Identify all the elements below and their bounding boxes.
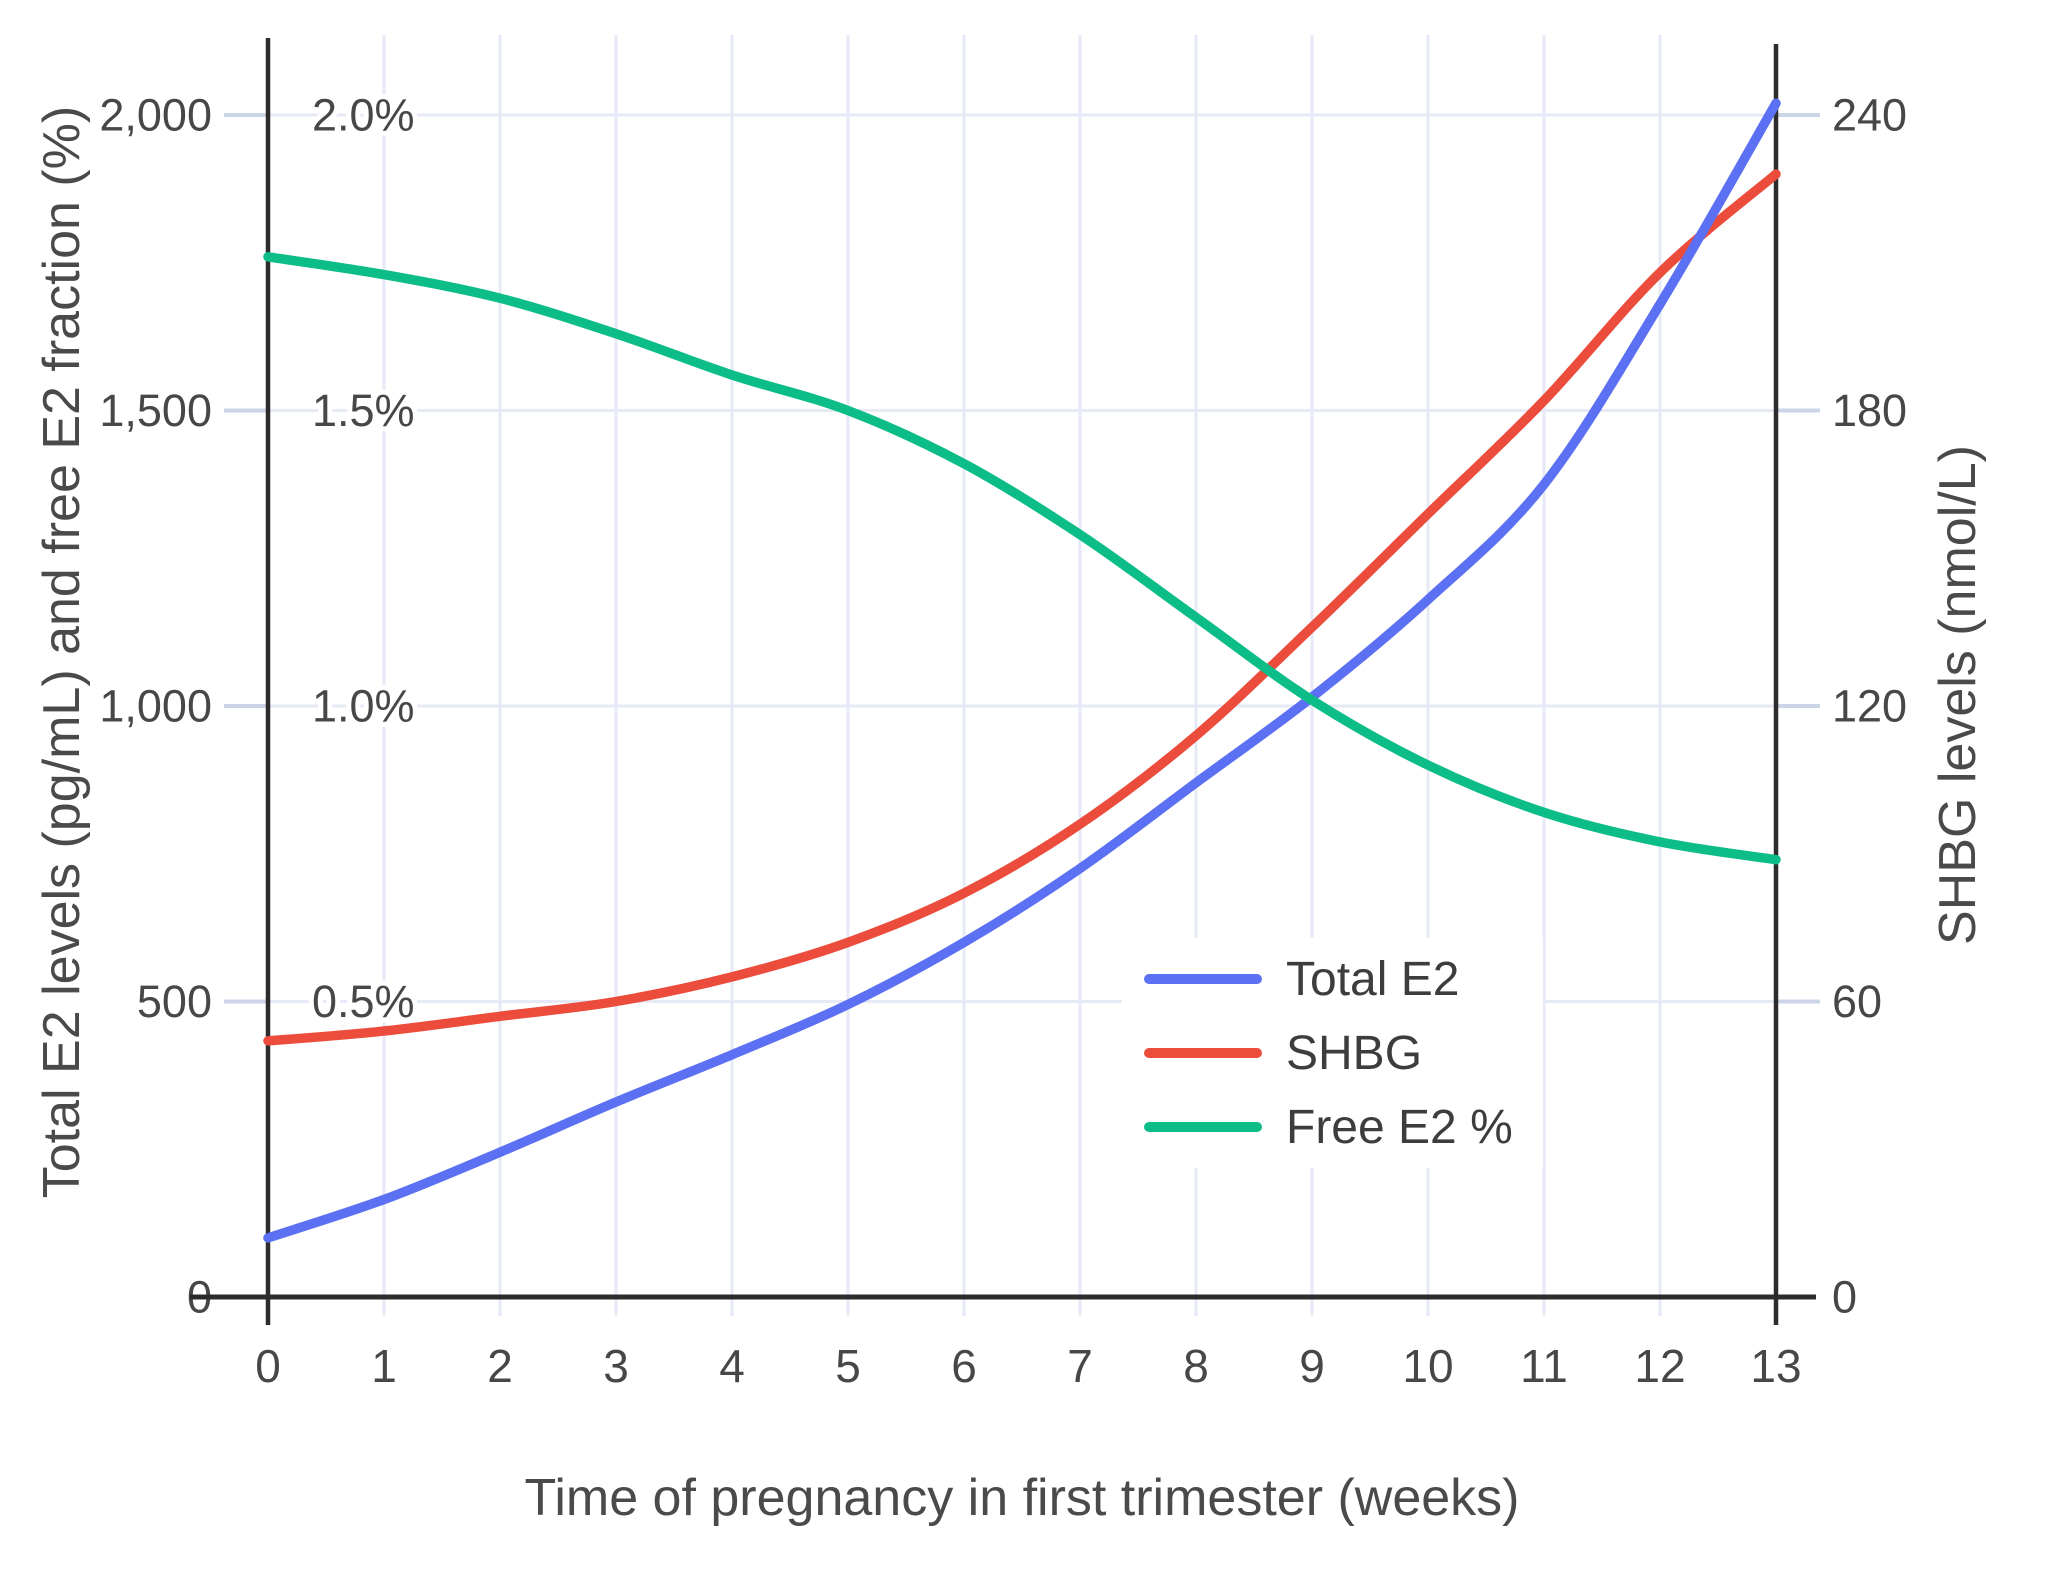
percent-tick-label: 0.5% [312, 976, 415, 1027]
percent-tick-label: 1.5% [312, 385, 415, 436]
legend-item-shbg[interactable]: SHBG [1144, 1016, 1513, 1090]
x-tick-label: 10 [1402, 1340, 1453, 1392]
x-tick-label: 9 [1299, 1340, 1325, 1392]
y-axis-title-left: Total E2 levels (pg/mL) and free E2 frac… [33, 105, 91, 1199]
x-tick-label: 7 [1067, 1340, 1093, 1392]
percent-tick-label: 1.0% [312, 681, 415, 732]
x-tick-label: 2 [487, 1340, 513, 1392]
x-axis-title: Time of pregnancy in first trimester (we… [524, 1469, 1520, 1527]
y-right-tick-label: 60 [1832, 976, 1882, 1027]
legend-item-total-e2[interactable]: Total E2 [1144, 942, 1513, 1016]
x-tick-label: 12 [1634, 1340, 1685, 1392]
legend-label: Free E2 % [1286, 1100, 1513, 1154]
series-line-free-e2 [263, 252, 1781, 865]
x-tick-label: 6 [951, 1340, 977, 1392]
y-left-tick-label: 1,000 [99, 681, 212, 732]
legend: Total E2 SHBG Free E2 % [1122, 938, 1543, 1168]
y-right-tick-label: 240 [1832, 90, 1907, 141]
percent-tick-label: 2.0% [312, 90, 415, 141]
x-tick-label: 1 [371, 1340, 397, 1392]
legend-swatch-shbg [1144, 1048, 1262, 1058]
y-right-tick-label: 180 [1832, 385, 1907, 436]
x-tick-label: 0 [255, 1340, 281, 1392]
series-line-shbg [263, 169, 1781, 1046]
legend-item-free-e2[interactable]: Free E2 % [1144, 1090, 1513, 1164]
y-left-tick-label: 1,500 [99, 385, 212, 436]
x-tick-label: 8 [1183, 1340, 1209, 1392]
legend-swatch-total-e2 [1144, 974, 1262, 984]
legend-label: SHBG [1286, 1026, 1423, 1080]
x-tick-label: 5 [835, 1340, 861, 1392]
legend-swatch-free-e2 [1144, 1122, 1262, 1132]
y-right-tick-label: 0 [1832, 1272, 1857, 1323]
x-tick-label: 11 [1520, 1340, 1568, 1392]
series-line-total-e2 [263, 98, 1781, 1243]
y-axis-title-right: SHBG levels (nmol/L) [1929, 445, 1987, 945]
y-right-tick-label: 120 [1832, 681, 1907, 732]
x-tick-label: 4 [719, 1340, 745, 1392]
y-left-tick-label: 500 [137, 976, 212, 1027]
y-left-tick-label: 2,000 [99, 90, 212, 141]
x-tick-label: 3 [603, 1340, 629, 1392]
legend-label: Total E2 [1286, 952, 1460, 1006]
x-tick-label: 13 [1750, 1340, 1801, 1392]
